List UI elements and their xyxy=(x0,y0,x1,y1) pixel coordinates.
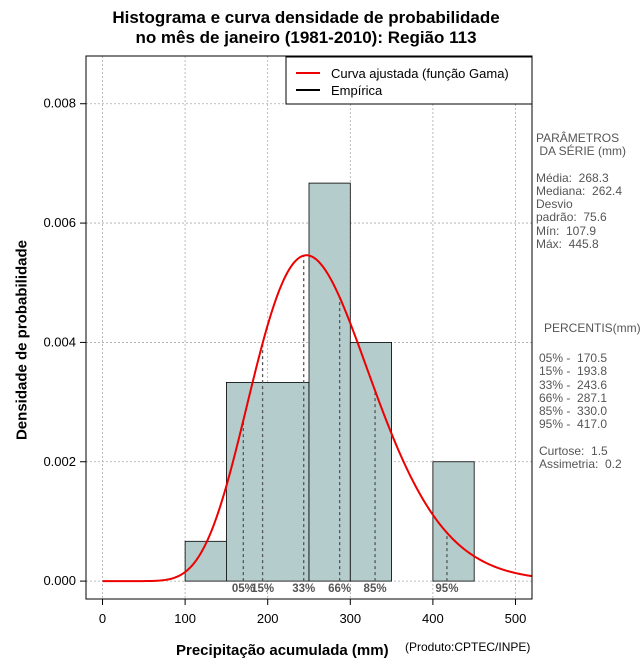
percentile-labels: 05%15% 33% 66% 85% 95% xyxy=(232,583,459,595)
percentile-label-0: 05% xyxy=(232,583,255,595)
chart-title-line1: Histograma e curva densidade de probabil… xyxy=(112,8,500,27)
legend-label-0: Curva ajustada (função Gama) xyxy=(331,66,509,81)
legend: Curva ajustada (função Gama) Empírica xyxy=(285,56,533,105)
stat-mediana: Mediana: 262.4 xyxy=(536,183,623,198)
gamma-curve-line xyxy=(102,254,533,583)
y-axis-label: Densidade de probabilidade xyxy=(13,239,31,441)
percentiles-panel: PERCENTIS(mm) xyxy=(544,321,640,335)
y-tick-label-1: 0.002 xyxy=(43,454,76,469)
x-tick-label-0: 0 xyxy=(99,611,106,626)
percentile-label-3: 66% xyxy=(328,583,351,595)
percentil-15: 15% - 193.8 xyxy=(539,364,608,379)
stat-assimetria: Assimetria: 0.2 xyxy=(539,457,622,472)
params-header-2: DA SÉRIE (mm) xyxy=(536,144,627,159)
y-tick-label-0: 0.000 xyxy=(43,573,76,588)
y-tick-label-3: 0.006 xyxy=(43,215,76,230)
y-tick-label-4: 0.008 xyxy=(43,96,76,111)
chart-title: Histograma e curva densidade de probabil… xyxy=(0,8,612,48)
percentil-95: 95% - 417.0 xyxy=(539,417,608,432)
chart-title-line2: no mês de janeiro (1981-2010): Região 11… xyxy=(135,28,477,47)
percentil-05: 05% - 170.5 xyxy=(539,351,608,365)
percentil-85: 85% - 330.0 xyxy=(539,404,608,419)
histogram-bar-4 xyxy=(432,461,475,582)
x-axis-label: Precipitação acumulada (mm) xyxy=(176,642,389,659)
stat-desvio-1: Desvio xyxy=(536,197,573,212)
histogram-bars xyxy=(184,182,475,582)
params-header-1: PARÂMETROS xyxy=(536,131,620,145)
percentil-33: 33% - 243.6 xyxy=(539,377,608,392)
legend-label-1: Empírica xyxy=(331,83,383,98)
gamma-curve xyxy=(102,254,533,583)
series-parameters: PARÂMETROS DA SÉRIE (mm) Média: 268.3 Me… xyxy=(536,131,627,252)
x-tick-label-2: 200 xyxy=(257,611,279,626)
stat-max: Máx: 445.8 xyxy=(536,237,599,252)
legend-box xyxy=(285,56,533,105)
stat-desvio-2: padrão: 75.6 xyxy=(536,210,607,225)
percentile-label-4: 85% xyxy=(364,583,387,595)
stat-media: Média: 268.3 xyxy=(536,170,609,185)
histogram-bar-1 xyxy=(226,381,310,582)
product-credit: (Produto:CPTEC/INPE) xyxy=(405,640,531,654)
stat-min: Mín: 107.9 xyxy=(536,223,597,238)
stat-curtose: Curtose: 1.5 xyxy=(539,443,608,458)
x-tick-label-5: 500 xyxy=(505,611,527,626)
percentile-label-1: 15% xyxy=(251,583,274,595)
histogram-bar-0 xyxy=(184,540,227,582)
percentil-66: 66% - 287.1 xyxy=(539,390,608,405)
histogram-bar-2 xyxy=(308,182,351,582)
percentis-header: PERCENTIS(mm) xyxy=(544,321,640,335)
percentile-label-2: 33% xyxy=(292,583,315,595)
x-tick-label-1: 100 xyxy=(174,611,196,626)
y-tick-label-2: 0.004 xyxy=(43,334,76,349)
axes: 0 100 200 300 400 500 0.000 0.002 0.004 0.006 0.00… xyxy=(43,96,526,626)
x-tick-label-4: 400 xyxy=(422,611,444,626)
percentiles-list: 05% - 170.5 15% - 193.8 33% - 243.6 66% … xyxy=(539,351,622,472)
x-tick-label-3: 300 xyxy=(339,611,361,626)
percentile-label-5: 95% xyxy=(435,583,458,595)
percentile-lines xyxy=(242,255,448,582)
plot-frame xyxy=(85,55,533,600)
